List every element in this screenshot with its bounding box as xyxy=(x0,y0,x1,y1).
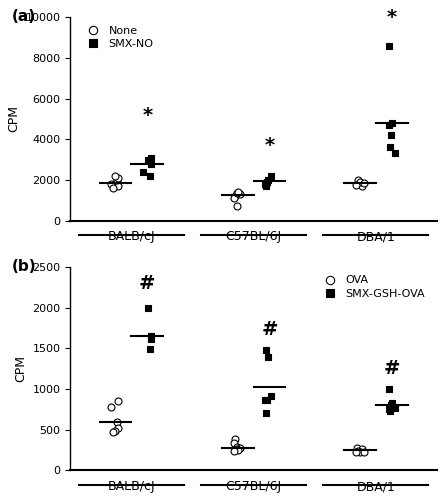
Point xyxy=(236,444,243,452)
Text: #: # xyxy=(139,274,155,293)
Point xyxy=(262,180,269,188)
Point xyxy=(230,447,237,455)
Point xyxy=(113,418,120,426)
Point xyxy=(144,304,151,312)
Point xyxy=(114,182,121,190)
Text: #: # xyxy=(261,320,278,338)
Point xyxy=(357,178,364,186)
Point xyxy=(388,402,395,409)
Point xyxy=(386,385,393,393)
Point xyxy=(113,176,120,184)
Point xyxy=(386,121,393,129)
Point xyxy=(262,396,269,404)
Point xyxy=(391,404,398,411)
Point xyxy=(234,188,241,196)
Point xyxy=(114,424,121,432)
Point xyxy=(358,182,365,190)
Point xyxy=(147,345,154,353)
Point xyxy=(234,446,241,454)
Text: #: # xyxy=(384,360,400,378)
Legend: OVA, SMX-GSH-OVA: OVA, SMX-GSH-OVA xyxy=(314,271,430,303)
Point xyxy=(140,168,147,176)
Point xyxy=(234,189,241,197)
Point xyxy=(114,397,121,405)
Y-axis label: CPM: CPM xyxy=(14,355,27,382)
Point xyxy=(230,440,237,448)
Point xyxy=(234,442,241,450)
Point xyxy=(387,144,394,152)
Point xyxy=(231,192,238,200)
Point xyxy=(385,42,392,50)
Point xyxy=(262,346,269,354)
Point xyxy=(231,436,238,444)
Point xyxy=(234,445,241,453)
Point xyxy=(353,444,361,452)
Point xyxy=(360,179,367,187)
Point xyxy=(263,396,270,404)
Y-axis label: CPM: CPM xyxy=(7,106,20,132)
Point xyxy=(353,180,361,188)
Point xyxy=(385,406,392,413)
Point xyxy=(357,448,364,456)
Point xyxy=(147,332,154,340)
Point xyxy=(387,407,394,415)
Point xyxy=(112,428,119,436)
Point xyxy=(388,119,395,127)
Point xyxy=(354,176,361,184)
Point xyxy=(112,172,119,180)
Point xyxy=(268,172,275,180)
Text: (b): (b) xyxy=(12,259,36,274)
Point xyxy=(352,448,359,456)
Point xyxy=(262,182,269,190)
Point xyxy=(354,447,361,455)
Point xyxy=(268,392,275,400)
Point xyxy=(388,399,395,407)
Point xyxy=(262,410,269,418)
Text: *: * xyxy=(265,136,274,156)
Point xyxy=(264,176,271,184)
Point xyxy=(352,181,359,189)
Point xyxy=(358,445,365,453)
Point xyxy=(147,334,154,342)
Legend: None, SMX-NO: None, SMX-NO xyxy=(78,22,158,54)
Point xyxy=(147,160,154,168)
Text: (a): (a) xyxy=(12,9,36,24)
Point xyxy=(264,354,271,362)
Point xyxy=(263,178,270,186)
Point xyxy=(262,181,269,189)
Point xyxy=(147,172,154,180)
Point xyxy=(110,184,117,192)
Point xyxy=(110,428,117,436)
Point xyxy=(114,174,121,182)
Point xyxy=(108,403,115,411)
Point xyxy=(236,190,243,198)
Text: *: * xyxy=(387,8,397,28)
Point xyxy=(360,448,367,456)
Text: *: * xyxy=(142,106,152,125)
Point xyxy=(108,180,115,188)
Point xyxy=(144,156,151,164)
Point xyxy=(147,154,154,162)
Point xyxy=(388,131,395,139)
Point xyxy=(391,150,398,158)
Point xyxy=(230,194,237,202)
Point xyxy=(234,202,241,210)
